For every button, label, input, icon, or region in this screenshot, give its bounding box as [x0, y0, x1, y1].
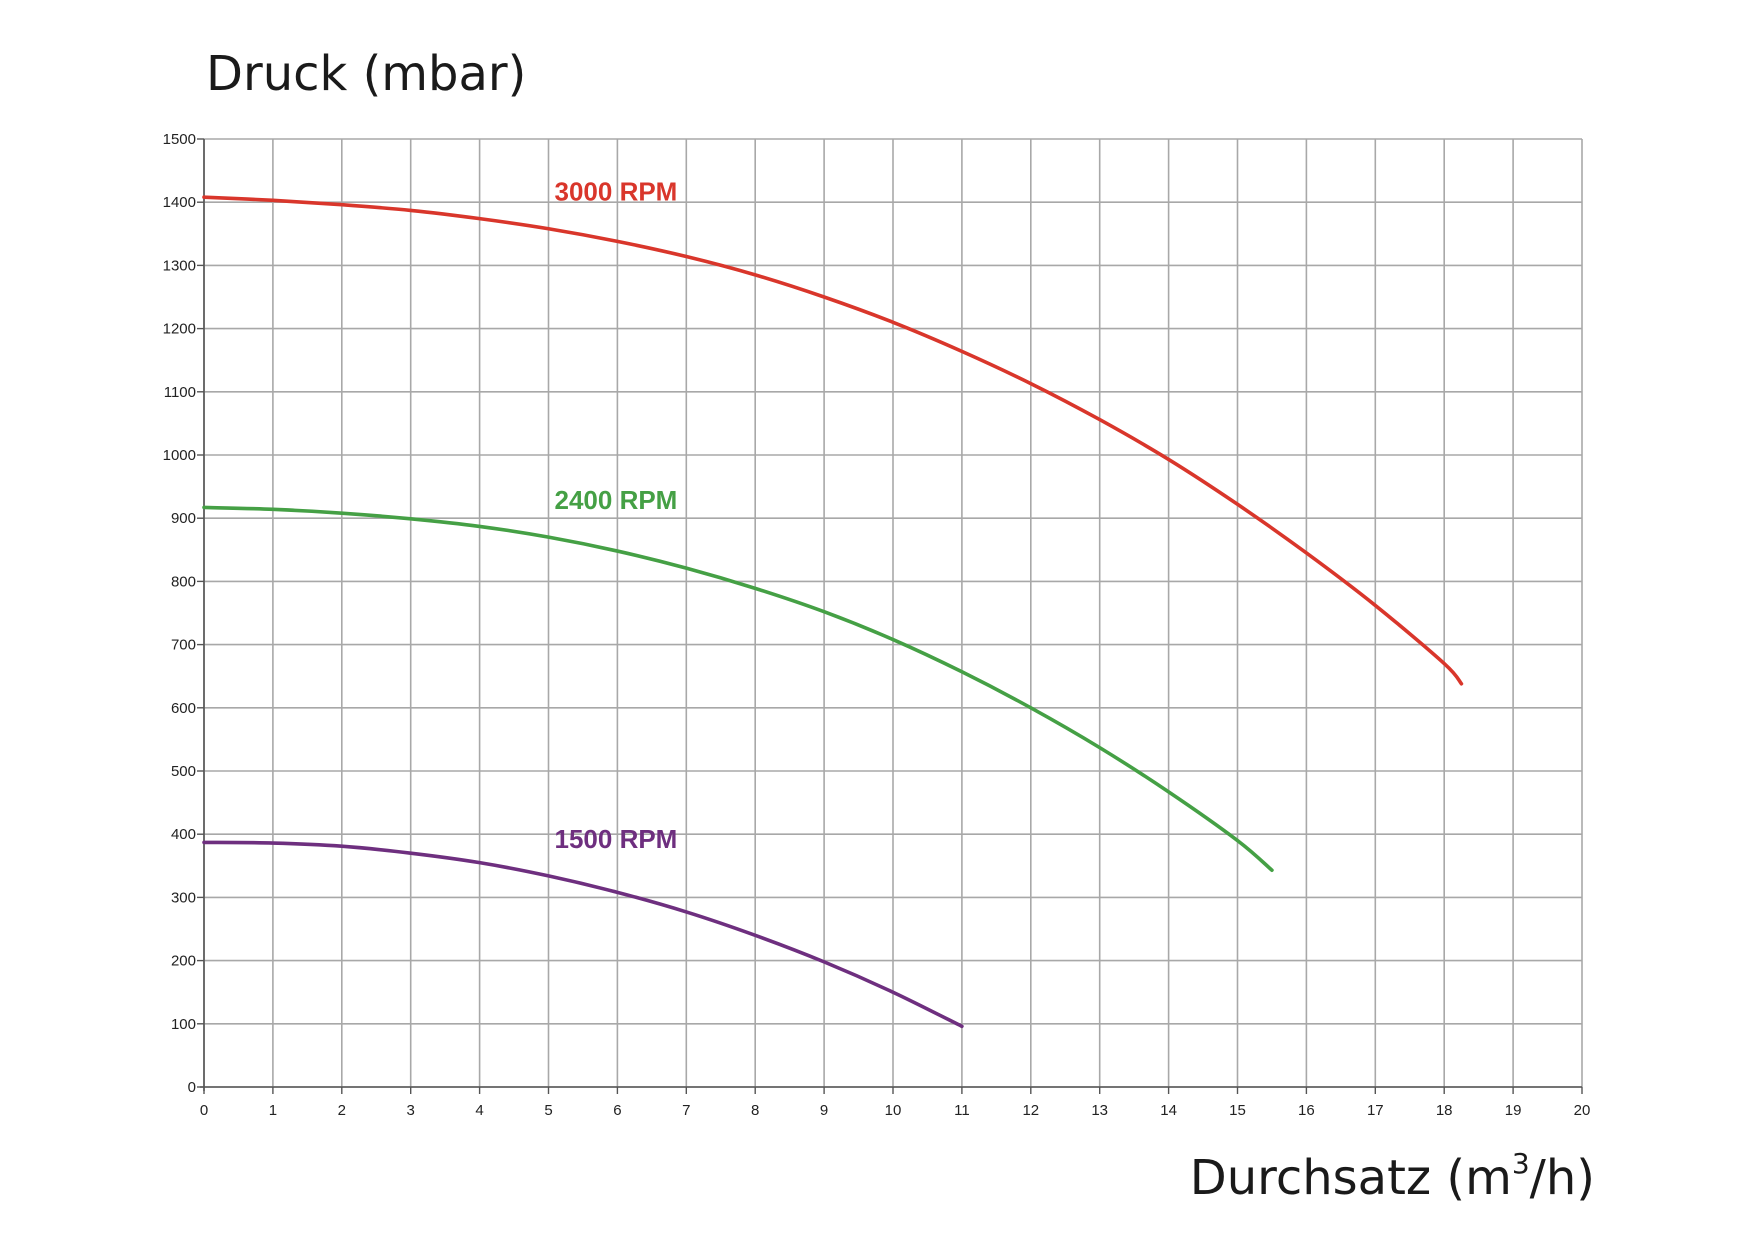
x-tick-label: 6	[613, 1102, 621, 1119]
x-tick-label: 7	[682, 1102, 690, 1119]
y-tick-label: 600	[171, 700, 196, 717]
y-tick-label: 1200	[163, 321, 196, 338]
x-tick-label: 13	[1091, 1102, 1108, 1119]
x-axis-label-superscript: 3	[1511, 1147, 1530, 1180]
x-tick-label: 5	[544, 1102, 552, 1119]
y-tick-label: 800	[171, 573, 196, 590]
x-tick-label: 11	[954, 1102, 970, 1119]
y-tick-label: 1300	[163, 257, 196, 274]
x-tick-label: 17	[1367, 1102, 1384, 1119]
series-label-1500-rpm: 1500 RPM	[555, 824, 678, 854]
x-tick-label: 3	[407, 1102, 415, 1119]
x-tick-label: 20	[1574, 1102, 1591, 1119]
y-tick-label: 400	[171, 826, 196, 843]
x-tick-label: 19	[1505, 1102, 1522, 1119]
y-tick-label: 1100	[164, 384, 196, 401]
series-label-3000-rpm: 3000 RPM	[555, 177, 678, 207]
x-tick-label: 8	[751, 1102, 759, 1119]
x-tick-label: 9	[820, 1102, 828, 1119]
x-tick-label: 4	[475, 1102, 483, 1119]
series-label-2400-rpm: 2400 RPM	[555, 485, 678, 515]
y-tick-label: 500	[171, 763, 196, 780]
series-line-1500-rpm	[202, 840, 964, 1029]
x-axis-label-main: Durchsatz (m	[1189, 1150, 1512, 1206]
y-tick-label: 0	[188, 1079, 196, 1096]
y-tick-label: 900	[171, 510, 196, 527]
x-tick-label: 14	[1160, 1102, 1177, 1119]
y-tick-label: 1000	[163, 447, 196, 464]
x-tick-label: 10	[885, 1102, 902, 1119]
series-line-2400-rpm	[202, 505, 1274, 873]
series-line-3000-rpm	[202, 195, 1464, 686]
x-axis-label-tail: /h)	[1529, 1150, 1595, 1206]
x-axis-label: Durchsatz (m3/h)	[1189, 1147, 1595, 1206]
y-tick-label: 200	[171, 953, 196, 970]
x-tick-label: 18	[1436, 1102, 1453, 1119]
y-tick-label: 1400	[163, 194, 196, 211]
y-tick-label: 700	[171, 637, 196, 654]
x-tick-label: 16	[1298, 1102, 1315, 1119]
x-tick-label: 12	[1022, 1102, 1039, 1119]
y-tick-label: 100	[171, 1016, 196, 1033]
x-tick-label: 1	[269, 1102, 277, 1119]
y-tick-label: 1500	[163, 131, 196, 148]
x-tick-label: 15	[1229, 1102, 1246, 1119]
x-tick-label: 2	[338, 1102, 346, 1119]
y-tick-label: 300	[171, 889, 196, 906]
x-tick-label: 0	[200, 1102, 208, 1119]
y-axis-label: Druck (mbar)	[206, 46, 527, 102]
